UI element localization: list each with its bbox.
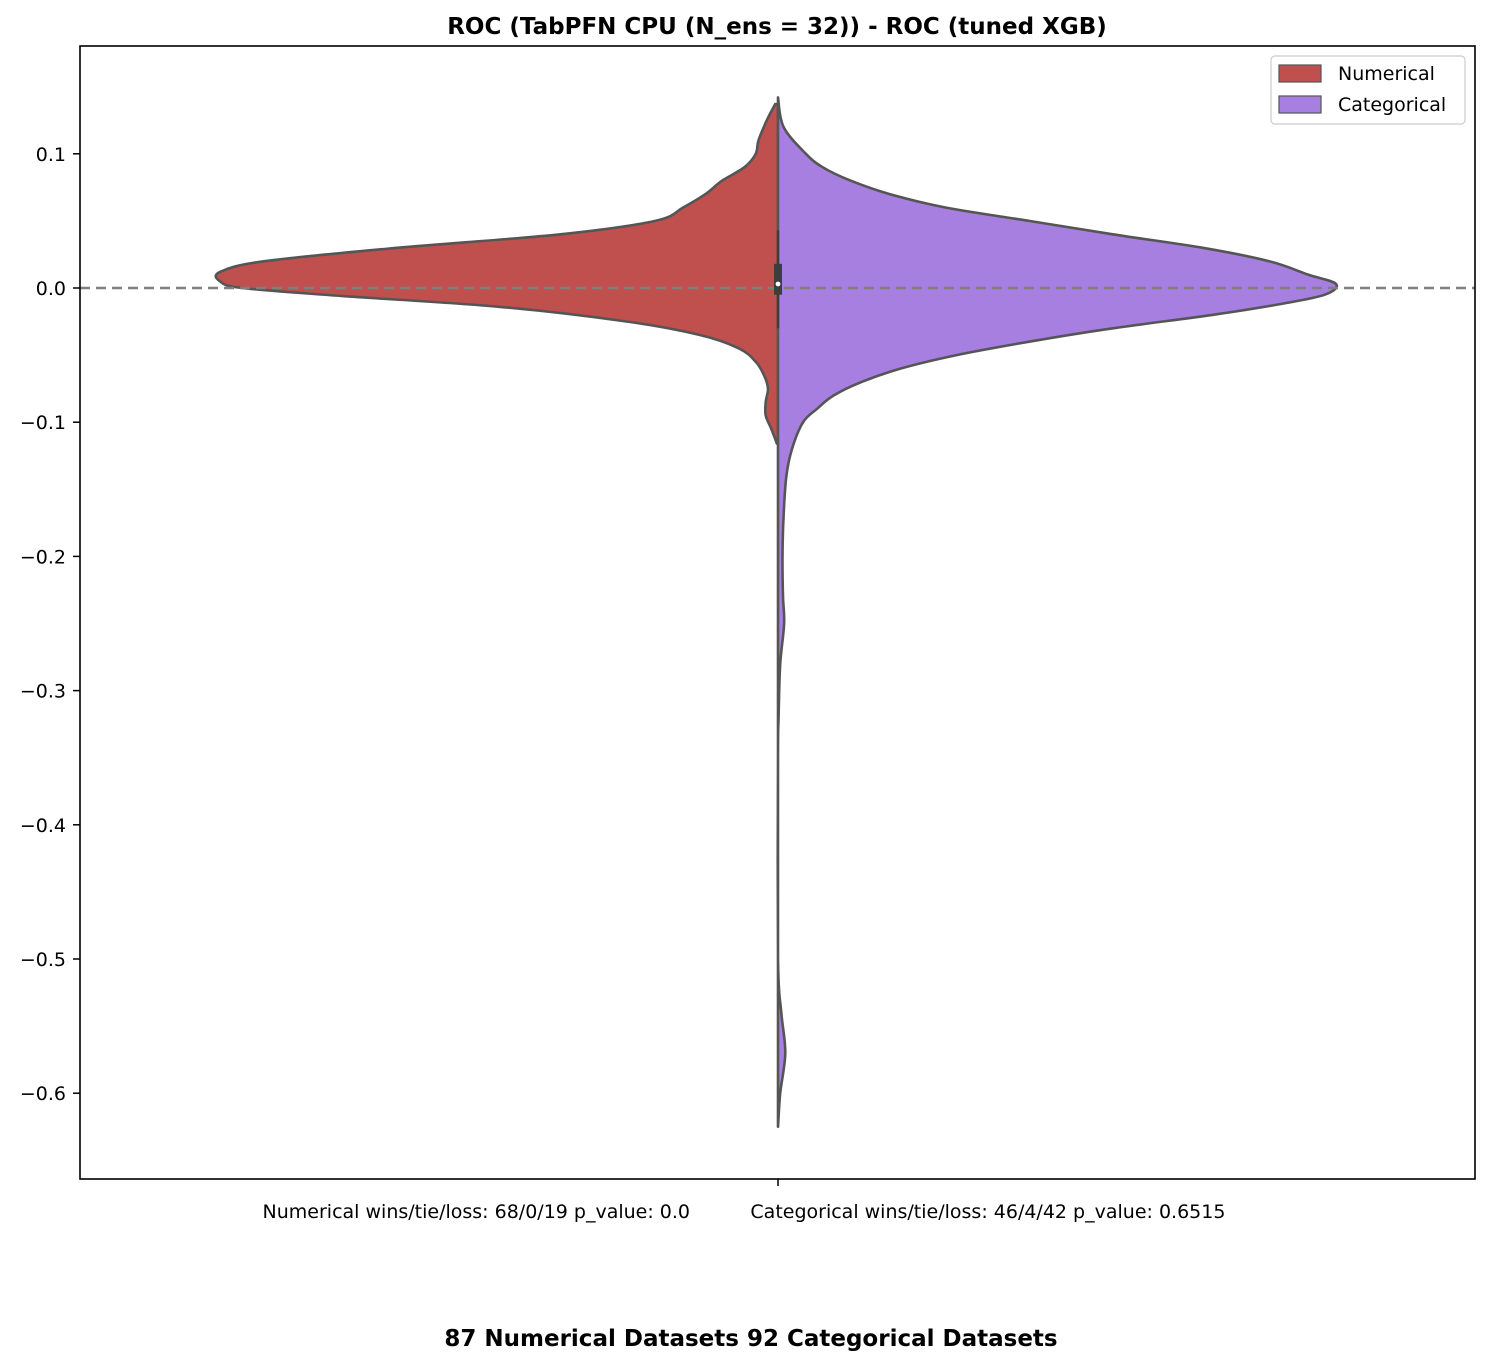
y-tick-label: −0.2: [20, 546, 66, 568]
legend-label-categorical: Categorical: [1338, 94, 1446, 116]
inner-box-plot: [774, 230, 782, 329]
y-axis: 0.1 0.0 −0.1 −0.2 −0.3 −0.4 −0.5 −0.6: [20, 144, 80, 1105]
y-tick-label: −0.6: [20, 1083, 66, 1105]
iqr-box: [774, 263, 782, 295]
y-tick-label: −0.1: [20, 412, 66, 434]
y-tick-label: 0.1: [36, 144, 66, 166]
chart-title: ROC (TabPFN CPU (N_ens = 32)) - ROC (tun…: [447, 14, 1107, 40]
y-tick-label: −0.4: [20, 815, 66, 837]
violin-half-categorical: [776, 96, 1339, 1129]
legend-label-numerical: Numerical: [1338, 63, 1435, 85]
legend-swatch-categorical: [1278, 95, 1322, 114]
x-axis-label: Numerical wins/tie/loss: 68/0/19 p_value…: [263, 1201, 1226, 1223]
y-tick-label: 0.0: [36, 278, 66, 300]
violin-half-numerical: [214, 102, 780, 445]
y-tick-label: −0.3: [20, 681, 66, 703]
y-tick-label: −0.5: [20, 949, 66, 971]
median-dot: [775, 281, 781, 287]
legend-swatch-numerical: [1278, 64, 1322, 83]
violin-group: [214, 96, 1339, 1129]
dataset-count-footer: 87 Numerical Datasets 92 Categorical Dat…: [444, 1326, 1057, 1352]
legend: Numerical Categorical: [1270, 55, 1466, 125]
